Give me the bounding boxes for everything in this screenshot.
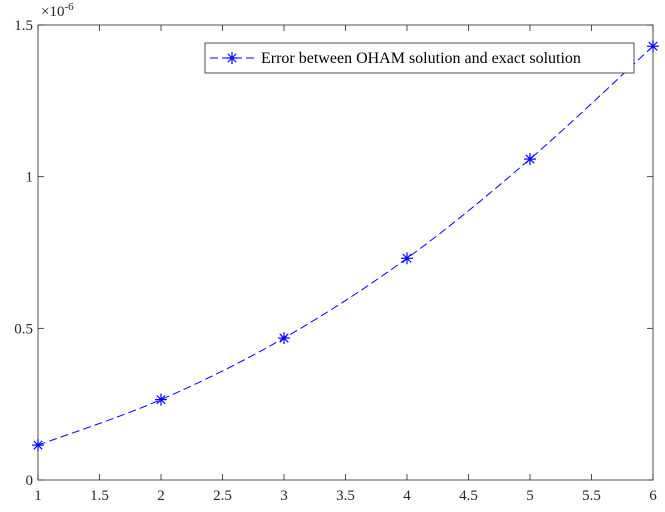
series-line [37,45,654,446]
data-point-marker [278,332,290,345]
legend-asterisk [226,52,238,64]
legend: Error between OHAM solution and exact so… [204,42,635,74]
x-tick-label: 6 [649,488,657,504]
x-tick-label: 5.5 [582,488,601,504]
x-tick-label: 2 [157,488,165,504]
y-tick-label: 0 [26,473,34,489]
y-tick-label: 1.5 [14,18,33,34]
data-point-marker [32,439,44,452]
x-tick-label: 5 [526,488,534,504]
legend-series-label: Error between OHAM solution and exact so… [261,50,581,67]
y-axis-multiplier-base: ×10 [41,4,64,20]
legend-box [204,42,635,74]
x-tick-label: 4 [403,488,411,504]
legend-marker-asterisk [226,52,238,64]
data-point-marker [524,153,536,166]
x-tick-label: 1.5 [90,488,109,504]
x-axis-ticks: 1 1.5 2 2.5 3 3.5 4 4.5 5 5.5 6 [34,25,657,504]
x-tick-label: 3 [280,488,288,504]
data-point-marker [401,252,413,265]
x-tick-label: 1 [34,488,42,504]
y-axis-ticks: 0 0.5 1 1.5 [14,18,653,489]
x-tick-label: 4.5 [459,488,478,504]
y-axis-multiplier: ×10-6 [41,1,74,20]
y-axis-multiplier-exponent: -6 [64,1,74,13]
y-tick-label: 1 [26,170,34,186]
data-point-marker [647,40,659,53]
y-tick-label: 0.5 [14,321,33,337]
data-point-marker [155,393,167,406]
x-tick-label: 2.5 [213,488,232,504]
x-tick-label: 3.5 [336,488,355,504]
series-layer [32,40,659,452]
